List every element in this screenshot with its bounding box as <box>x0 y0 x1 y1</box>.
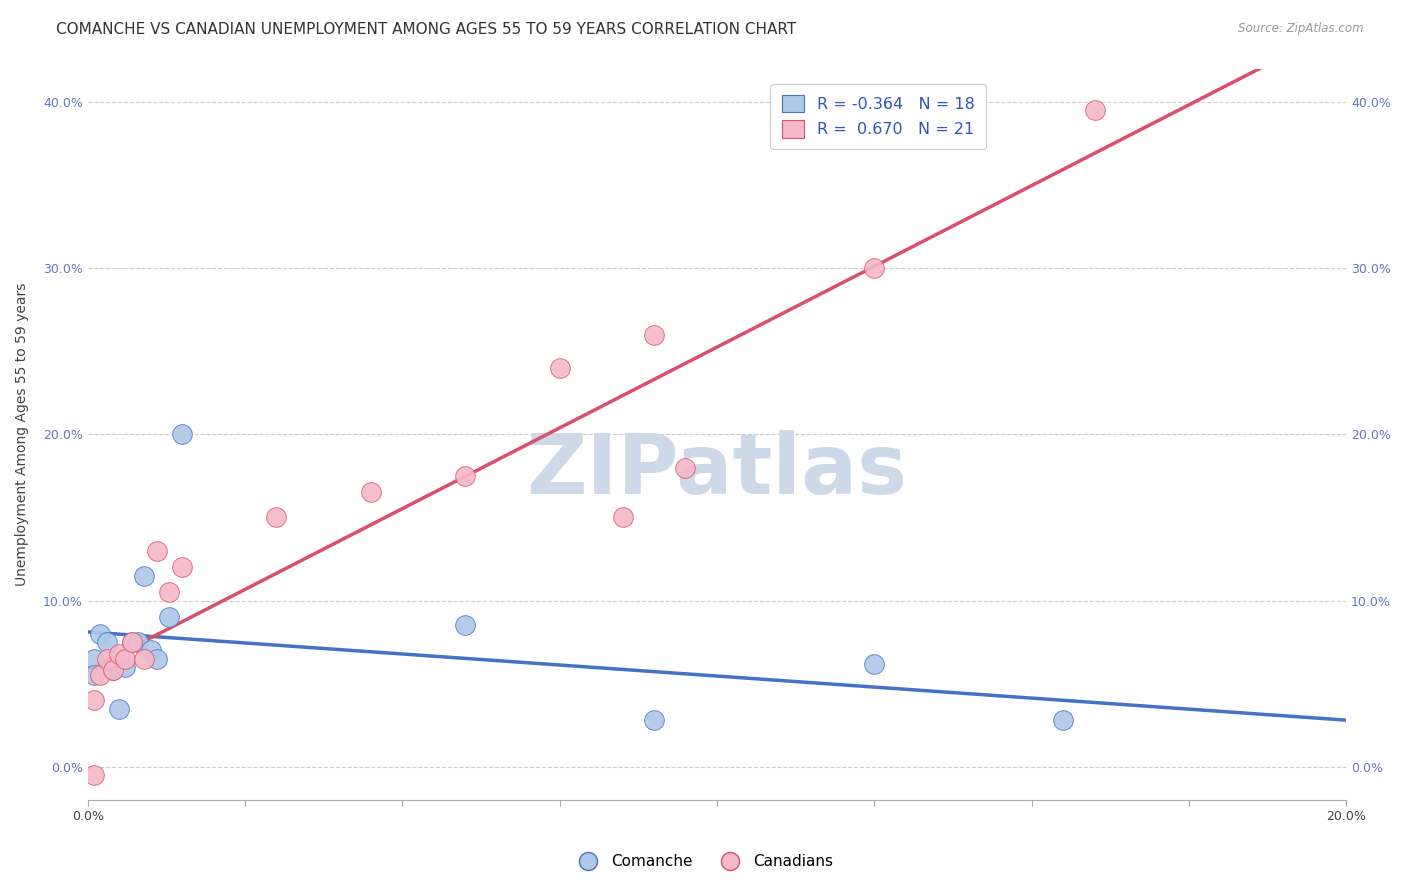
Point <box>89 668 111 682</box>
Point <box>83 768 105 782</box>
Legend: Comanche, Canadians: Comanche, Canadians <box>567 848 839 875</box>
Point <box>96 635 118 649</box>
Point <box>127 635 149 649</box>
Point <box>121 635 143 649</box>
Point <box>139 643 162 657</box>
Point <box>83 668 105 682</box>
Point <box>83 652 105 666</box>
Point <box>159 585 181 599</box>
Point <box>146 652 169 666</box>
Point <box>108 647 131 661</box>
Point <box>83 693 105 707</box>
Point <box>121 635 143 649</box>
Point <box>612 510 634 524</box>
Point <box>454 618 477 632</box>
Y-axis label: Unemployment Among Ages 55 to 59 years: Unemployment Among Ages 55 to 59 years <box>15 283 30 586</box>
Point <box>675 460 697 475</box>
Point <box>146 543 169 558</box>
Point <box>548 360 571 375</box>
Point <box>863 657 886 671</box>
Point <box>266 510 288 524</box>
Point <box>1052 713 1074 727</box>
Legend: R = -0.364   N = 18, R =  0.670   N = 21: R = -0.364 N = 18, R = 0.670 N = 21 <box>770 84 986 149</box>
Point <box>643 327 665 342</box>
Text: Source: ZipAtlas.com: Source: ZipAtlas.com <box>1239 22 1364 36</box>
Point <box>863 260 886 275</box>
Point <box>101 664 124 678</box>
Point <box>1083 103 1105 117</box>
Point <box>114 660 136 674</box>
Text: ZIPatlas: ZIPatlas <box>526 430 907 511</box>
Point <box>89 627 111 641</box>
Point <box>170 560 193 574</box>
Point <box>108 701 131 715</box>
Point <box>134 568 156 582</box>
Point <box>454 468 477 483</box>
Point <box>170 427 193 442</box>
Point <box>643 713 665 727</box>
Point <box>134 652 156 666</box>
Point <box>159 610 181 624</box>
Point <box>96 652 118 666</box>
Point <box>360 485 382 500</box>
Text: COMANCHE VS CANADIAN UNEMPLOYMENT AMONG AGES 55 TO 59 YEARS CORRELATION CHART: COMANCHE VS CANADIAN UNEMPLOYMENT AMONG … <box>56 22 796 37</box>
Point <box>101 664 124 678</box>
Point <box>114 652 136 666</box>
